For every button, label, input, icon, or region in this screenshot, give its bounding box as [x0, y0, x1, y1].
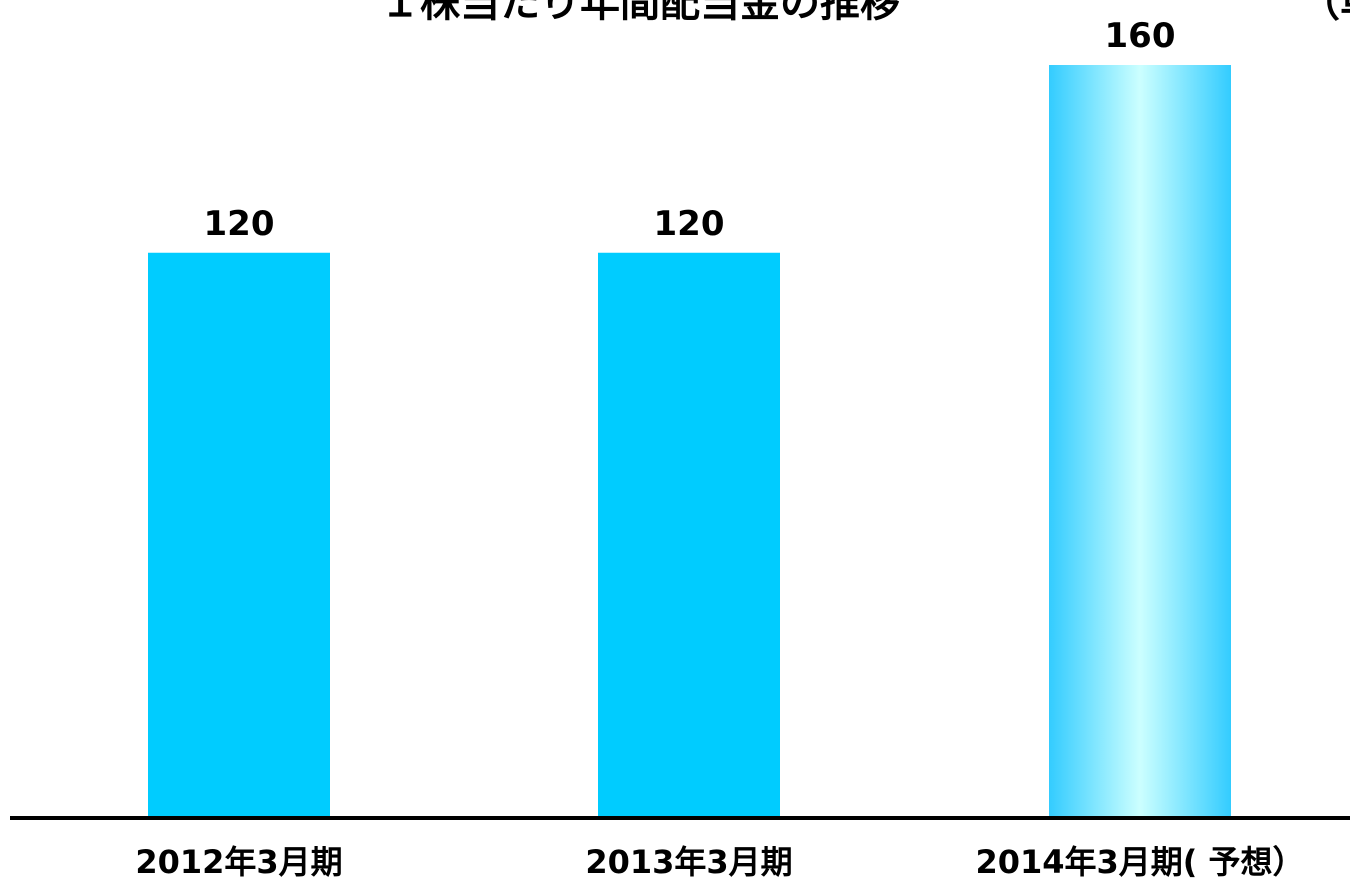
value-label-2: 120 — [654, 204, 725, 244]
value-label-1: 120 — [204, 204, 275, 244]
unit-label: （単 — [1300, 0, 1350, 26]
chart-title: １株当たり年間配当金の推移 — [380, 0, 900, 26]
bar-2 — [598, 252, 780, 816]
category-label-3: 2014年3月期( 予想） — [975, 843, 1304, 880]
category-label-1: 2012年3月期 — [135, 843, 342, 880]
value-label-3: 160 — [1105, 16, 1176, 56]
category-label-group: 2012年3月期 2013年3月期 2014年3月期( 予想） — [135, 843, 1304, 880]
value-label-group: 120 120 160 — [204, 16, 1176, 244]
category-label-2: 2013年3月期 — [585, 843, 792, 880]
bar-1 — [148, 252, 330, 816]
bar-group — [148, 65, 1231, 816]
bar-3 — [1049, 65, 1231, 816]
